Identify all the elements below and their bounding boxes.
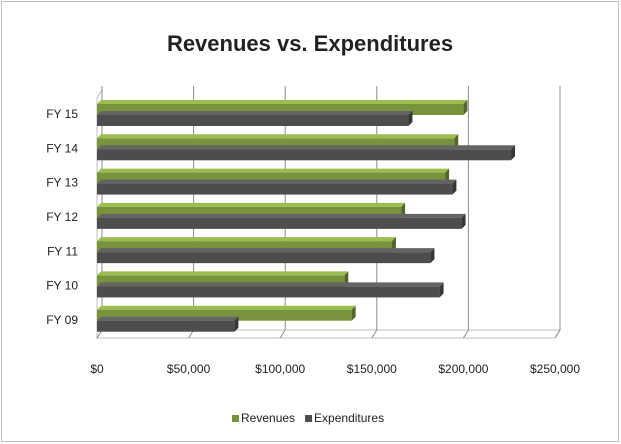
legend-swatch xyxy=(305,415,313,422)
y-tick-label: FY 09 xyxy=(46,313,78,327)
legend-label: Expenditures xyxy=(314,411,384,425)
bar xyxy=(97,183,453,195)
grid-line xyxy=(279,86,286,339)
x-tick-label: $200,000 xyxy=(438,362,488,376)
bar-top xyxy=(97,316,239,321)
bar-end xyxy=(461,213,466,229)
bar xyxy=(97,104,464,115)
bar-top xyxy=(97,271,349,276)
bar-top xyxy=(97,179,457,184)
bar xyxy=(97,172,446,184)
bar-top xyxy=(97,100,468,104)
bar xyxy=(97,252,431,264)
bar xyxy=(97,138,455,150)
y-tick-label: FY 15 xyxy=(46,107,78,121)
bar-top xyxy=(97,134,459,139)
y-tick-label: FY 11 xyxy=(47,244,78,258)
bar xyxy=(97,275,345,287)
bar-end xyxy=(430,248,435,264)
x-tick-label: $250,000 xyxy=(530,362,580,376)
bar xyxy=(97,206,402,218)
bar-end xyxy=(408,111,413,126)
bar xyxy=(97,320,235,332)
bar-top xyxy=(97,248,435,253)
legend-swatch xyxy=(232,415,239,422)
bar-end xyxy=(452,179,457,195)
bar-top xyxy=(97,145,516,150)
bar-top xyxy=(97,202,406,207)
bar-top xyxy=(97,305,356,310)
y-tick-label: FY 10 xyxy=(46,279,78,293)
bar-top xyxy=(97,282,444,287)
bar-top xyxy=(97,237,396,242)
grid-line xyxy=(371,86,378,339)
bar xyxy=(97,286,440,298)
bar-end xyxy=(511,145,516,161)
y-tick-label: FY 13 xyxy=(46,176,78,190)
x-tick-label: $0 xyxy=(90,362,104,376)
y-tick-label: FY 14 xyxy=(46,141,78,155)
grid-line xyxy=(462,86,469,339)
bar xyxy=(97,309,352,321)
chart-title: Revenues vs. Expenditures xyxy=(167,31,453,56)
bar xyxy=(97,217,462,229)
grid-line xyxy=(554,86,561,339)
bar-end xyxy=(351,305,356,321)
bar-top xyxy=(97,111,413,115)
x-tick-label: $100,000 xyxy=(255,362,305,376)
bar xyxy=(97,241,392,253)
bar-end xyxy=(439,282,444,298)
bar-top xyxy=(97,168,450,173)
legend-label: Revenues xyxy=(241,411,295,425)
bar xyxy=(97,115,409,126)
bar-top xyxy=(97,213,466,218)
bar-end xyxy=(234,316,239,332)
bar-end xyxy=(463,100,468,115)
bar xyxy=(97,149,512,161)
x-tick-label: $150,000 xyxy=(347,362,397,376)
y-tick-label: FY 12 xyxy=(46,210,78,224)
x-tick-label: $50,000 xyxy=(167,362,211,376)
